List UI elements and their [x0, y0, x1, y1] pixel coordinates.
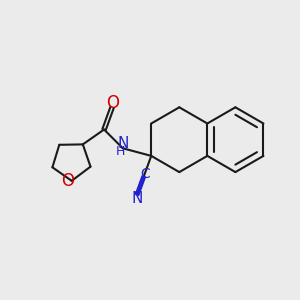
Text: N: N	[117, 136, 128, 151]
Text: O: O	[106, 94, 119, 112]
Text: N: N	[131, 191, 143, 206]
Text: C: C	[140, 167, 150, 181]
Text: O: O	[61, 172, 74, 190]
Text: H: H	[116, 145, 125, 158]
